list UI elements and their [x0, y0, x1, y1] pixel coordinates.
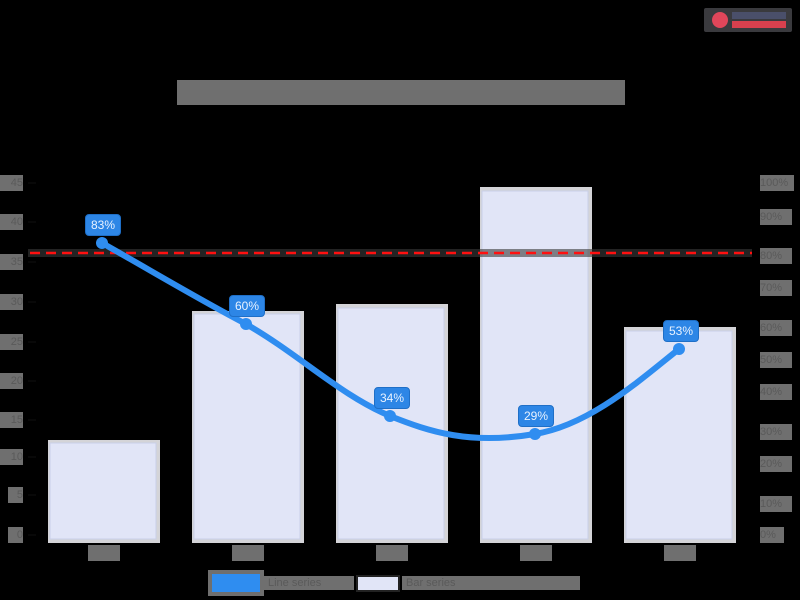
bar — [193, 313, 301, 540]
data-point[interactable] — [529, 428, 541, 440]
data-point[interactable] — [240, 318, 252, 330]
data-label: 53% — [663, 320, 700, 342]
x-axis-tick — [376, 545, 408, 561]
right-axis-tick: 100% — [760, 175, 794, 191]
right-axis-tick: 80% — [760, 248, 792, 264]
right-axis-tick: 60% — [760, 320, 792, 336]
x-axis-tick — [88, 545, 120, 561]
left-axis-tick: 5 — [8, 487, 23, 503]
bar — [337, 307, 445, 540]
data-label: 60% — [229, 295, 266, 317]
left-axis-tick: 10 — [0, 449, 23, 465]
x-axis-tick — [232, 545, 264, 561]
right-axis-tick: 0% — [760, 527, 784, 543]
logo: EXPLORER — [704, 8, 792, 32]
left-axis-tick: 0 — [8, 527, 23, 543]
legend-line-label: Line series — [264, 576, 354, 590]
right-axis-tick: 40% — [760, 384, 792, 400]
data-label: 34% — [374, 387, 411, 409]
bar — [625, 330, 733, 540]
left-axis-tick: 20 — [0, 373, 23, 389]
right-axis-tick: 30% — [760, 424, 792, 440]
data-label: 29% — [518, 405, 555, 427]
legend: Line series Bar series — [208, 570, 580, 596]
legend-bar-swatch[interactable] — [356, 574, 400, 592]
right-axis-tick: 20% — [760, 456, 792, 472]
logo-text-top — [732, 12, 786, 19]
data-point[interactable] — [96, 237, 108, 249]
data-point[interactable] — [673, 343, 685, 355]
left-axis-tick: 25 — [0, 334, 23, 350]
left-axis-tick: 35 — [0, 254, 23, 270]
left-axis-tick: 45 — [0, 175, 23, 191]
data-point[interactable] — [384, 410, 396, 422]
left-axis-tick: 30 — [0, 294, 23, 310]
chart-title — [177, 80, 625, 105]
data-label: 83% — [85, 214, 122, 236]
right-axis-tick: 10% — [760, 496, 792, 512]
x-axis-tick — [664, 545, 696, 561]
bar-series — [48, 187, 736, 543]
tick-marks — [28, 182, 36, 536]
right-axis-tick: 90% — [760, 209, 792, 225]
left-axis-tick: 40 — [0, 214, 23, 230]
bar — [49, 442, 157, 540]
legend-line-swatch — [212, 574, 260, 592]
line-points — [96, 237, 685, 440]
bar — [481, 190, 589, 540]
legend-line-item[interactable] — [208, 570, 264, 596]
logo-icon — [712, 12, 728, 28]
x-axis-tick — [520, 545, 552, 561]
right-axis-tick: 70% — [760, 280, 792, 296]
legend-bar-label: Bar series — [402, 576, 580, 590]
left-axis-tick: 15 — [0, 412, 23, 428]
logo-text-bottom: EXPLORER — [732, 21, 786, 28]
right-axis-tick: 50% — [760, 352, 792, 368]
